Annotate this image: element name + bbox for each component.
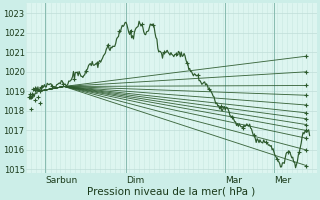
X-axis label: Pression niveau de la mer( hPa ): Pression niveau de la mer( hPa ) bbox=[87, 187, 255, 197]
